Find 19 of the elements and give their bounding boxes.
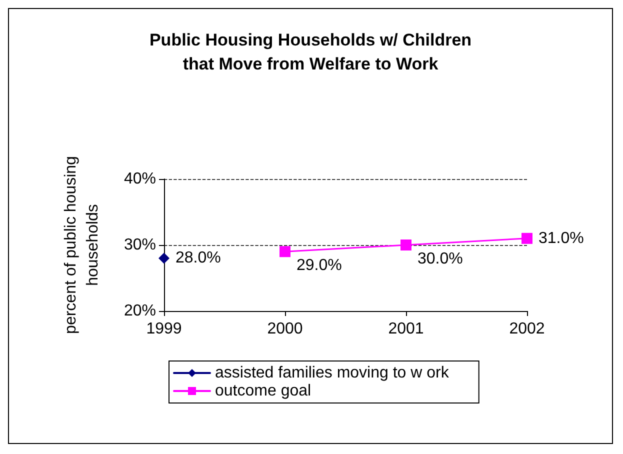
x-tick-label: 2000 [267,320,303,338]
y-axis-title: percent of public housing households [62,156,102,334]
x-tick-label: 2002 [509,320,545,338]
data-label: 30.0% [418,250,463,268]
point [280,246,290,258]
y-tick-label: 40% [124,170,156,188]
x-tick-label: 1999 [146,320,182,338]
point [522,232,532,244]
data-label: 28.0% [176,250,221,267]
chart-title: Public Housing Households w/ Children that Move from Welfare to Work [149,30,472,74]
point [158,252,170,264]
legend-label: outcome goal [215,382,312,400]
y-tick-label: 20% [124,302,156,320]
data-label: 29.0% [296,257,342,274]
data-label: 31.0% [538,230,584,247]
y-tick-label: 30% [124,236,156,254]
legend-label: assisted families moving to w ork [215,364,450,382]
point [400,240,412,250]
x-tick-label: 2001 [388,320,424,338]
